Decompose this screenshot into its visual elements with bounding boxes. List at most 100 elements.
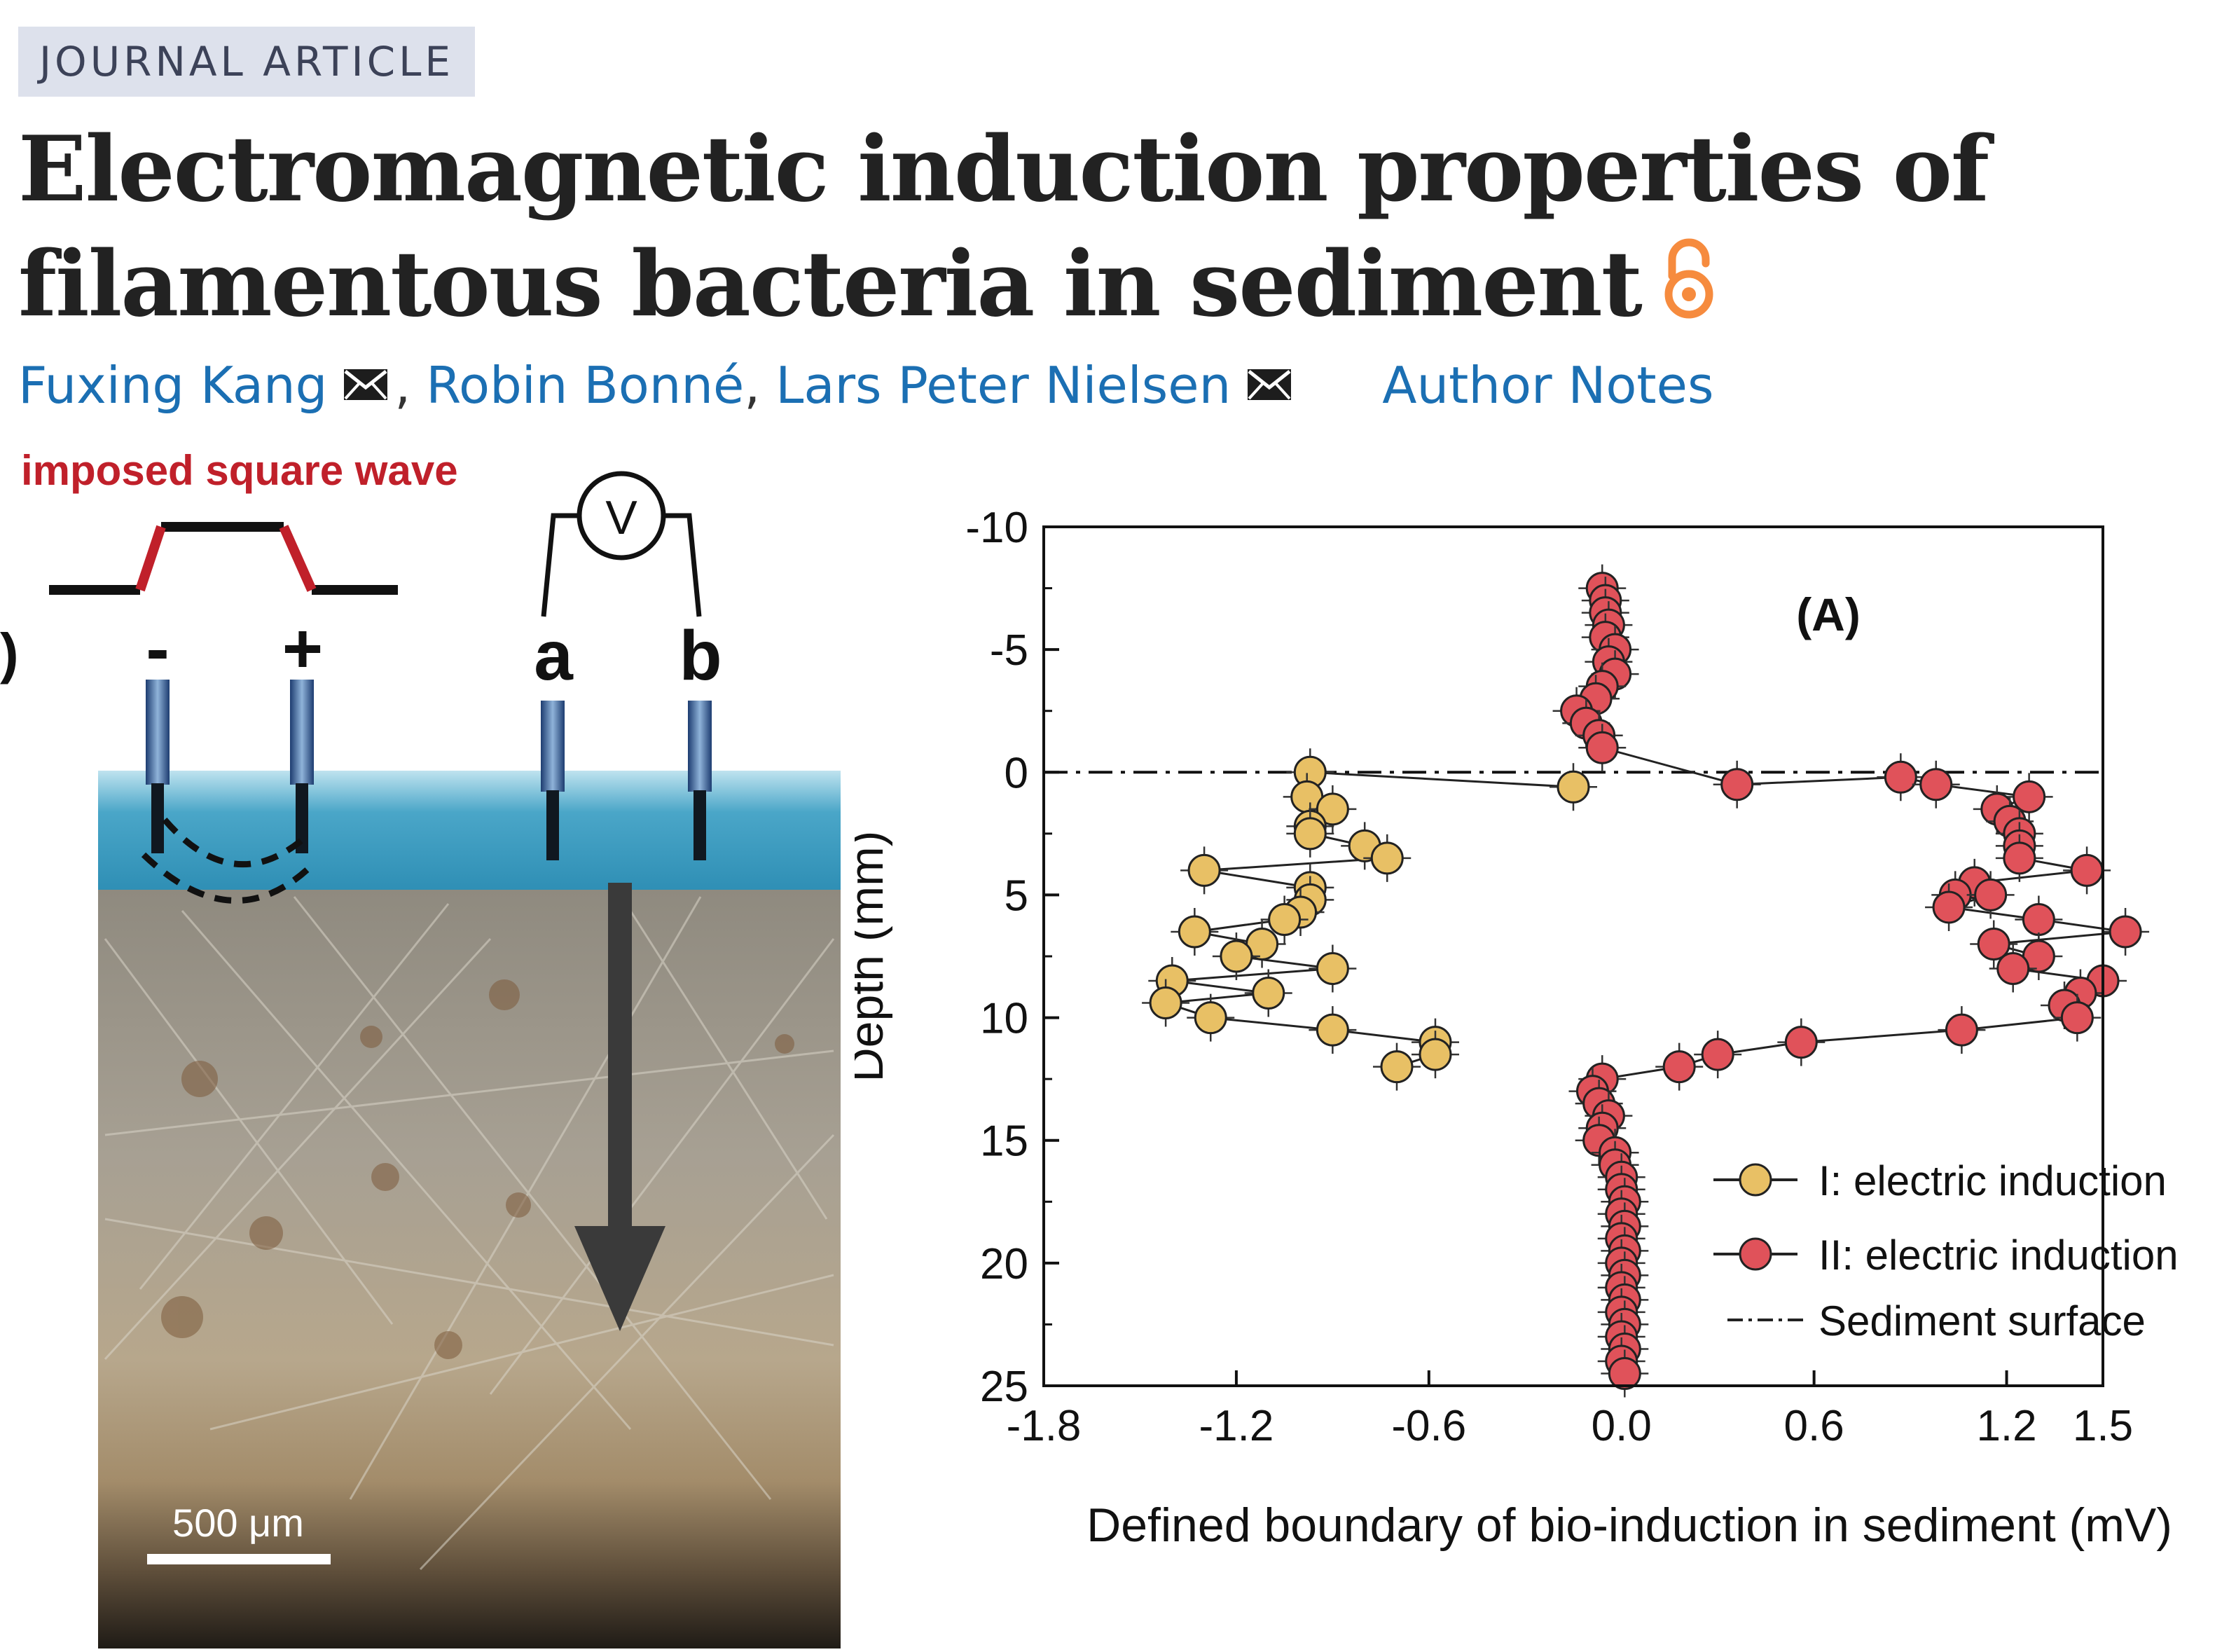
legend-label: I: electric induction [1819, 1157, 2167, 1204]
data-marker [1720, 768, 1754, 801]
wave-label: imposed square wave [21, 448, 458, 494]
data-marker [2060, 1001, 2094, 1035]
x-tick-label: -1.8 [1007, 1402, 1082, 1450]
data-marker [1194, 1001, 1227, 1035]
plot-frame [1042, 525, 2104, 1387]
setup-illustration: imposed square wave V ) - + a b [0, 447, 841, 1648]
voltmeter: V [541, 471, 702, 617]
data-point [1286, 809, 1334, 858]
data-point [1777, 1018, 1826, 1066]
data-point [1411, 1031, 1459, 1079]
article-title-text: Electromagnetic induction properties of … [18, 117, 1989, 337]
envelope-icon[interactable] [341, 356, 390, 415]
sediment-particles [161, 979, 794, 1359]
data-marker [1932, 890, 1966, 924]
data-point [1187, 993, 1235, 1042]
author-link-0[interactable]: Fuxing Kang [18, 356, 328, 415]
data-marker [1316, 792, 1349, 826]
data-point [1244, 969, 1292, 1017]
article-title: Electromagnetic induction properties of … [18, 112, 2218, 346]
data-marker [1662, 1050, 1696, 1084]
data-marker [1884, 760, 1917, 794]
data-point [1912, 760, 1960, 808]
data-marker [1149, 986, 1182, 1020]
field-line-outer [141, 852, 311, 904]
data-marker [1419, 1038, 1452, 1071]
data-point [1601, 1349, 1649, 1398]
electrode-probes [146, 680, 712, 860]
plus-sign: + [282, 610, 323, 688]
y-tick-label: 25 [980, 1363, 1028, 1411]
data-point [1260, 895, 1309, 944]
y-tick-label: 15 [980, 1117, 1028, 1166]
x-tick-label: 0.6 [1784, 1402, 1844, 1450]
author-separator: , [394, 356, 411, 415]
y-tick-label: 20 [980, 1240, 1028, 1288]
x-tick-label: -1.2 [1199, 1402, 1274, 1450]
data-point [1966, 871, 2015, 919]
sediment-micrograph [98, 890, 841, 1648]
data-marker [1178, 915, 1211, 949]
series-line-1 [1165, 771, 1574, 1068]
open-access-lock-icon [1661, 231, 1717, 346]
data-marker [1380, 1050, 1414, 1084]
panel-marker: ) [0, 622, 19, 684]
minus-sign: - [146, 610, 169, 688]
data-marker [1316, 1013, 1349, 1047]
data-point [1363, 834, 1412, 882]
y-tick-label: 0 [1005, 749, 1028, 797]
figure-setup-panel: imposed square wave V ) - + a b [0, 447, 862, 1648]
data-marker [2022, 902, 2055, 936]
data-point [2102, 907, 2150, 956]
data-marker [1370, 841, 1404, 875]
data-point [1694, 1031, 1742, 1079]
data-point [1142, 979, 1190, 1027]
author-list: Fuxing Kang , Robin Bonné , Lars Peter N… [18, 354, 1713, 417]
data-point [1212, 932, 1260, 980]
data-point [1655, 1042, 1704, 1091]
depth-arrow [574, 883, 665, 1331]
data-point [1309, 1006, 1357, 1054]
author-link-2[interactable]: Lars Peter Nielsen [775, 356, 1231, 415]
data-marker [1293, 817, 1327, 851]
x-tick-label: 0.0 [1592, 1402, 1652, 1450]
legend-label: Sediment surface [1819, 1297, 2146, 1344]
author-notes-link[interactable]: Author Notes [1382, 356, 1714, 415]
legend-marker [1739, 1237, 1772, 1271]
x-axis-label: Defined boundary of bio-induction in sed… [1086, 1499, 2172, 1552]
y-tick-label: 5 [1005, 872, 1028, 920]
y-tick-label: -10 [965, 504, 1028, 552]
data-marker [1608, 1356, 1641, 1390]
data-marker [1996, 952, 2030, 986]
data-point [1373, 1042, 1421, 1091]
scale-bar-label: 500 μm [172, 1501, 304, 1545]
data-marker [1220, 939, 1253, 973]
data-marker [1585, 731, 1619, 764]
data-point [1171, 907, 1219, 956]
x-tick-label: 1.5 [2073, 1402, 2133, 1450]
data-point [1309, 785, 1357, 833]
scale-bar [147, 1554, 331, 1564]
data-point [1180, 846, 1229, 895]
data-marker [1187, 853, 1221, 887]
data-marker [1701, 1038, 1734, 1071]
panel-label: (A) [1796, 588, 1861, 640]
data-marker [1784, 1026, 1818, 1059]
data-point [1925, 883, 1973, 931]
data-point [1970, 920, 2018, 968]
data-marker [2003, 841, 2036, 875]
voltmeter-symbol: V [605, 491, 637, 544]
data-marker [2070, 853, 2104, 887]
chart-canvas: -1.8 -1.2 -0.6 0.0 0.6 1.2 1.5 -10 -5 0 5 10 15 20 25 D… [840, 504, 2179, 1552]
author-link-1[interactable]: Robin Bonné [426, 356, 745, 415]
data-marker [1977, 927, 2010, 961]
data-point [1877, 753, 1925, 801]
y-tick-label: -5 [990, 626, 1028, 675]
envelope-icon[interactable] [1245, 356, 1294, 415]
data-point [1309, 944, 1357, 993]
data-point [1989, 944, 2037, 993]
depth-profile-chart: -1.8 -1.2 -0.6 0.0 0.6 1.2 1.5 -10 -5 0 5 10 15 20 25 D… [840, 462, 2229, 1648]
data-point [2053, 993, 2102, 1042]
data-point [1995, 834, 2043, 882]
legend-marker [1739, 1163, 1772, 1197]
